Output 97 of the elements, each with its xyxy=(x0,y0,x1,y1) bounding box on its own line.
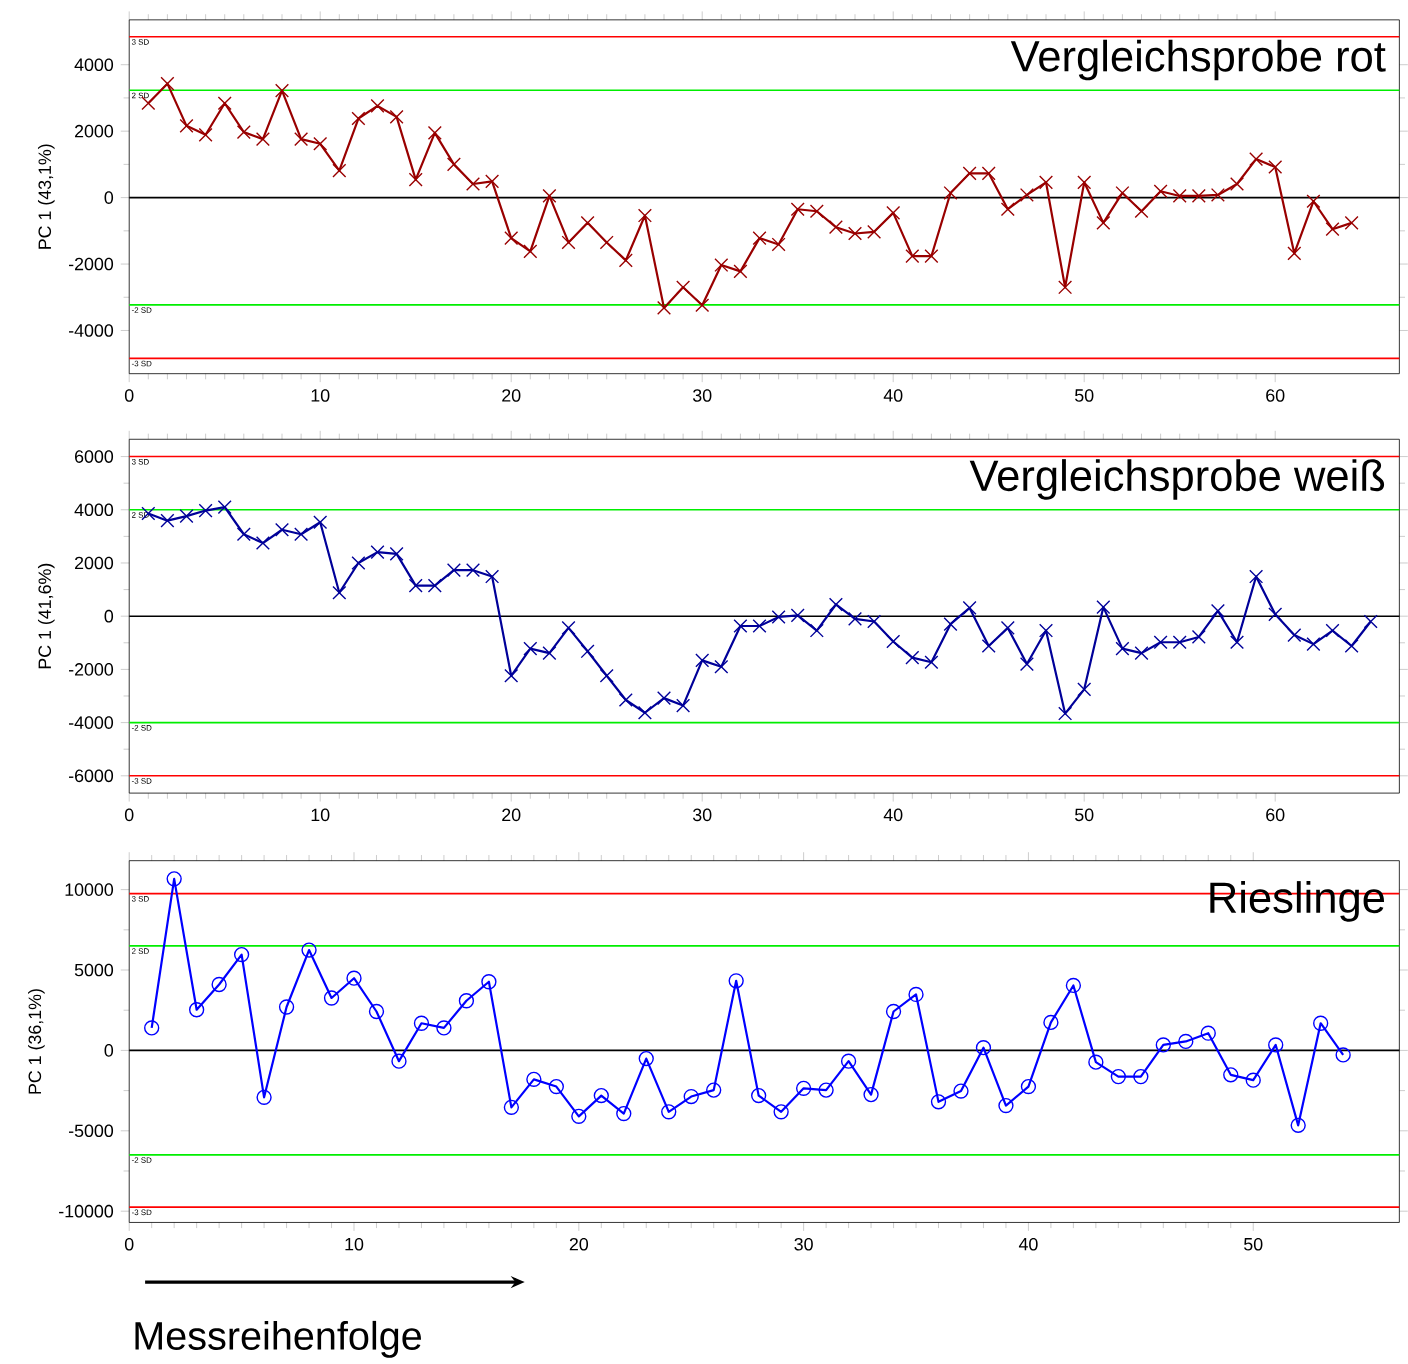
point xyxy=(953,1083,969,1099)
x-tick-label: 60 xyxy=(1266,388,1285,402)
x-tick-label: 50 xyxy=(1244,1237,1263,1251)
point xyxy=(908,986,924,1002)
point xyxy=(571,1108,587,1124)
x-tick-label: 10 xyxy=(311,808,330,821)
point xyxy=(840,1053,857,1069)
point xyxy=(751,1087,767,1104)
y-tick-label: -2000 xyxy=(68,257,114,271)
point xyxy=(593,1087,609,1104)
point xyxy=(1110,1068,1127,1085)
point xyxy=(1290,1117,1306,1133)
x-tick-label: 60 xyxy=(1266,808,1285,821)
point xyxy=(863,1086,879,1103)
point xyxy=(256,1089,272,1105)
point xyxy=(1133,1068,1149,1085)
point xyxy=(368,1003,385,1019)
point xyxy=(233,946,250,963)
point xyxy=(975,1039,992,1056)
point xyxy=(458,992,475,1009)
point xyxy=(144,1020,160,1036)
point xyxy=(1200,1025,1216,1041)
y-tick-label: -5000 xyxy=(68,1124,114,1137)
point xyxy=(413,1015,430,1031)
point xyxy=(1268,1037,1284,1053)
x-tick-label: 30 xyxy=(692,808,712,821)
x-tick-label: 30 xyxy=(794,1237,813,1251)
y-tick-label: -4000 xyxy=(68,323,114,337)
point xyxy=(526,1071,542,1087)
x-tick-label: 10 xyxy=(345,1237,364,1251)
point xyxy=(930,1094,947,1110)
y-tick-label: 2000 xyxy=(75,124,114,138)
y-tick-label: 5000 xyxy=(74,963,114,977)
y-tick-label: 0 xyxy=(104,191,114,204)
point xyxy=(661,1103,677,1120)
point xyxy=(323,990,340,1006)
point xyxy=(1245,1072,1261,1088)
point xyxy=(795,1080,812,1096)
x-tick-label: 0 xyxy=(124,808,134,821)
y-tick-label: 0 xyxy=(104,609,114,623)
point xyxy=(683,1088,699,1105)
x-tick-label: 40 xyxy=(883,388,903,402)
point xyxy=(548,1078,564,1095)
x-tick-label: 50 xyxy=(1075,388,1094,402)
x-tick-label: 20 xyxy=(569,1237,589,1251)
y-tick-label: 10000 xyxy=(65,883,114,896)
x-tick-label: 40 xyxy=(1018,1237,1038,1251)
point xyxy=(773,1103,789,1120)
point xyxy=(1088,1054,1104,1070)
y-tick-label: -4000 xyxy=(68,716,114,729)
x-tick-label: 30 xyxy=(692,388,712,402)
point xyxy=(1155,1037,1171,1053)
point xyxy=(885,1003,902,1019)
y-tick-label: 4000 xyxy=(74,58,114,71)
point xyxy=(278,999,295,1015)
chart-title: Vergleichsprobe rot xyxy=(1010,39,1386,81)
point xyxy=(638,1050,654,1067)
x-tick-label: 0 xyxy=(124,1237,134,1251)
y-axis-title: PC 1 (41,6%) xyxy=(37,563,55,669)
x-tick-label: 20 xyxy=(502,388,521,402)
y-tick-label: 0 xyxy=(104,1043,114,1057)
point xyxy=(1223,1067,1239,1083)
point xyxy=(436,1020,452,1036)
y-tick-label: 6000 xyxy=(75,450,114,463)
y-tick-label: 4000 xyxy=(74,503,114,516)
point xyxy=(1065,977,1082,993)
x-tick-label: 40 xyxy=(883,808,903,821)
point xyxy=(1313,1015,1329,1031)
y-tick-label: -2000 xyxy=(68,662,114,676)
point xyxy=(188,1001,205,1018)
point xyxy=(998,1097,1014,1114)
point xyxy=(1043,1014,1059,1030)
y-tick-label: -6000 xyxy=(68,769,114,782)
point xyxy=(346,970,362,986)
point xyxy=(1178,1033,1194,1049)
point xyxy=(166,871,182,887)
x-tick-label: 10 xyxy=(311,388,330,402)
point xyxy=(616,1105,632,1122)
x-tick-label: 50 xyxy=(1075,808,1094,821)
point xyxy=(706,1082,722,1098)
y-tick-label: -10000 xyxy=(59,1204,114,1218)
point xyxy=(391,1053,407,1069)
point xyxy=(818,1082,834,1098)
y-tick-label: 2000 xyxy=(75,556,114,570)
y-axis-title: PC 1 (36,1%) xyxy=(28,989,45,1094)
point xyxy=(1335,1047,1351,1063)
y-axis-title: PC 1 (43,1%) xyxy=(37,144,55,249)
chart-title: Vergleichsprobe weiß xyxy=(969,458,1385,500)
point xyxy=(211,976,227,992)
x-tick-label: 0 xyxy=(124,388,134,402)
point xyxy=(503,1099,520,1115)
point xyxy=(301,942,317,958)
point xyxy=(728,972,744,989)
x-axis-title: Messreihenfolge xyxy=(135,1320,421,1358)
point xyxy=(481,973,497,990)
x-tick-label: 20 xyxy=(502,808,521,821)
point xyxy=(1020,1078,1037,1095)
